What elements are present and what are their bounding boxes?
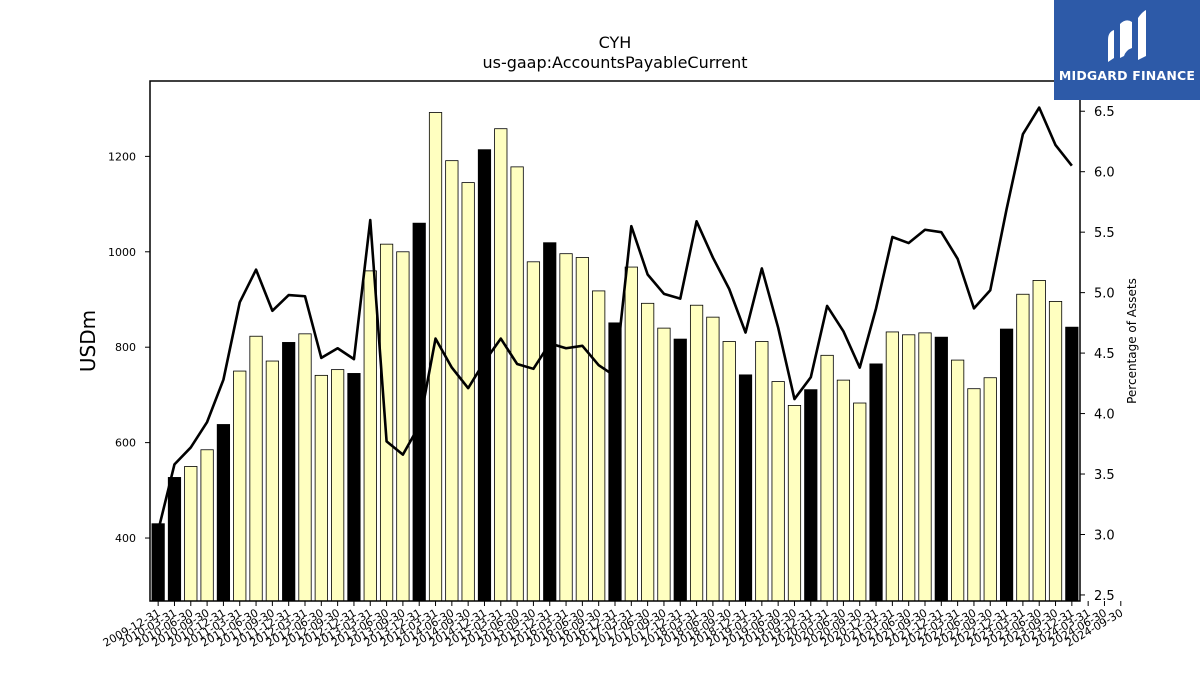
bar [641,302,655,602]
y2-tick-label: 6.5 [1094,105,1115,120]
bar [167,477,182,602]
bar [526,261,541,602]
bar [771,381,785,602]
bar [804,389,818,602]
logo-mark-icon [1108,10,1146,62]
bar [983,377,997,602]
y-tick-label: 1200 [108,150,136,163]
bar [885,331,899,602]
chart-title: CYH [599,33,632,52]
y2-tick-label: 5.5 [1094,226,1115,241]
y2-tick-label: 6.0 [1094,166,1115,181]
bar [999,328,1014,602]
bar [1048,300,1063,602]
y2-tick-label: 5.0 [1094,287,1115,302]
bar [265,360,279,602]
y-axis-label: USDm [76,310,100,372]
y2-tick-label: 3.5 [1094,468,1115,483]
bar [918,332,932,602]
bar [657,327,671,602]
bar [869,363,883,602]
y2-axis-label: Percentage of Assets [1125,278,1139,404]
bar [461,182,475,602]
bar [836,379,851,602]
bar [200,449,214,602]
y-tick-label: 600 [115,437,136,450]
bar [249,335,263,602]
logo-text: MIDGARD FINANCE [1058,68,1196,83]
bar [314,374,328,602]
brand-logo: MIDGARD FINANCE [1054,0,1200,100]
bar [592,290,606,602]
bar [396,251,410,602]
bar [510,166,524,602]
bar [543,242,557,602]
y-tick-label: 400 [115,532,136,545]
bar [412,222,426,602]
bar [184,466,198,602]
bar [379,243,394,602]
bar [233,370,247,602]
bar [951,359,965,602]
bar [755,341,769,602]
bar [151,523,165,602]
bar [820,354,834,602]
bar [853,402,867,602]
bar [559,253,573,602]
bar [624,266,638,602]
bar [282,342,296,602]
bar [494,128,508,602]
bar [787,404,802,602]
bar [1065,326,1079,602]
bar [967,388,981,602]
y2-tick-label: 4.0 [1094,408,1115,423]
bar [738,374,753,602]
bar [363,270,377,602]
bar [477,149,492,602]
bar [722,341,736,602]
y-tick-label: 1000 [108,246,136,259]
bar [445,160,459,602]
bar [331,369,345,602]
percentage-line [156,106,1073,532]
bar [347,373,361,602]
bar [1032,280,1046,602]
y2-tick-label: 4.5 [1094,347,1115,362]
bar [934,336,948,602]
bar [706,316,720,602]
bar [216,424,231,602]
bar [902,334,916,602]
bar [1016,293,1030,602]
y-tick-label: 800 [115,341,136,354]
bar [673,338,687,602]
y2-tick-label: 3.0 [1094,528,1115,543]
y2-tick-label: 2.5 [1094,589,1115,604]
bar [298,333,312,602]
bar [575,257,589,602]
bar [689,304,704,602]
chart-subtitle: us-gaap:AccountsPayableCurrent [482,53,747,72]
